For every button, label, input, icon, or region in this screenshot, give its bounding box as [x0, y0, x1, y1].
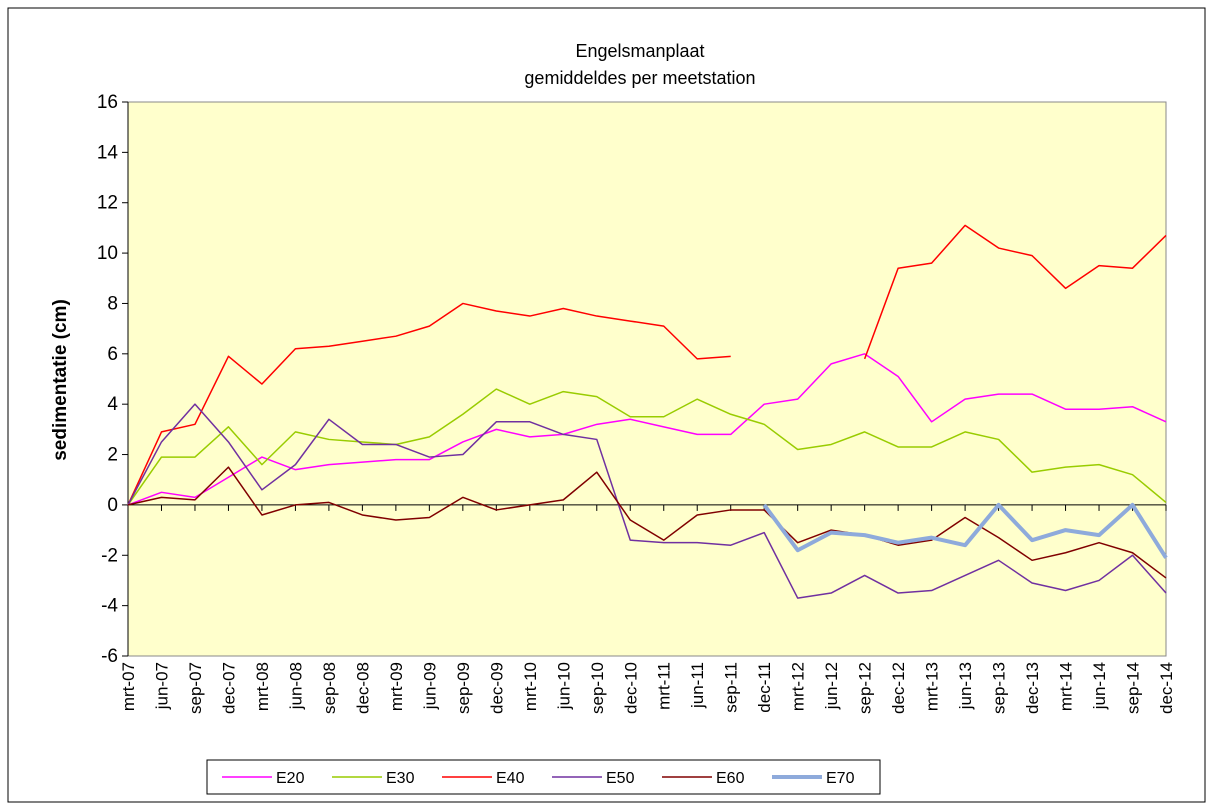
- x-tick-label: jun-13: [956, 662, 975, 710]
- x-tick-label: mrt-12: [789, 662, 808, 711]
- x-tick-label: jun-09: [420, 662, 439, 710]
- x-tick-label: dec-12: [889, 662, 908, 714]
- x-tick-label: sep-12: [856, 662, 875, 714]
- y-tick-label: 4: [107, 394, 118, 415]
- y-tick-label: 8: [107, 293, 118, 314]
- y-tick-label: 2: [107, 445, 118, 466]
- y-axis-label: sedimentatie (cm): [50, 299, 71, 461]
- x-tick-label: dec-09: [487, 662, 506, 714]
- y-tick-label: -2: [101, 545, 118, 566]
- x-tick-label: dec-14: [1157, 662, 1176, 714]
- series-line: [762, 502, 1168, 559]
- y-tick-label: 6: [107, 344, 118, 365]
- x-tick-label: sep-08: [320, 662, 339, 714]
- x-tick-label: mrt-09: [387, 662, 406, 711]
- y-tick-label: 12: [97, 193, 118, 214]
- x-tick-label: jun-12: [822, 662, 841, 710]
- x-tick-label: dec-10: [621, 662, 640, 714]
- x-tick-label: sep-11: [722, 662, 741, 713]
- plot-area: [127, 101, 1167, 657]
- chart-subtitle: gemiddeldes per meetstation: [524, 68, 755, 88]
- series-line: [127, 353, 1167, 506]
- x-tick-label: mrt-07: [119, 662, 138, 711]
- series-line: [127, 224, 1167, 506]
- series-line: [127, 403, 1167, 599]
- x-tick-label: sep-09: [454, 662, 473, 714]
- x-tick-label: mrt-13: [923, 662, 942, 711]
- y-tick-label: 0: [107, 495, 118, 516]
- x-tick-label: sep-07: [186, 662, 205, 714]
- x-tick-label: dec-13: [1023, 662, 1042, 714]
- series-line: [127, 466, 1167, 579]
- x-tick-label: mrt-08: [253, 662, 272, 711]
- x-tick-label: dec-07: [219, 662, 238, 714]
- x-tick-label: jun-08: [286, 662, 305, 710]
- legend-label: E60: [716, 770, 745, 787]
- x-tick-label: mrt-14: [1057, 662, 1076, 711]
- x-tick-label: sep-10: [588, 662, 607, 714]
- x-tick-label: jun-10: [554, 662, 573, 710]
- x-tick-label: sep-13: [990, 662, 1009, 714]
- chart-title: Engelsmanplaat: [575, 41, 704, 61]
- legend-label: E20: [276, 770, 305, 787]
- y-tick-label: -6: [101, 646, 118, 667]
- x-tick-label: jun-11: [688, 662, 707, 709]
- x-tick-label: mrt-10: [521, 662, 540, 711]
- x-tick-label: mrt-11: [655, 662, 674, 710]
- y-tick-label: 14: [97, 142, 119, 163]
- x-tick-label: jun-07: [152, 662, 171, 710]
- legend-label: E50: [606, 770, 635, 787]
- legend-label: E70: [826, 770, 855, 787]
- x-tick-label: sep-14: [1124, 662, 1143, 714]
- y-tick-label: 16: [97, 92, 118, 113]
- x-tick-label: dec-08: [353, 662, 372, 714]
- x-tick-label: jun-14: [1090, 662, 1109, 710]
- y-tick-label: -4: [101, 596, 118, 617]
- legend-box: [206, 759, 881, 795]
- y-tick-label: 10: [97, 243, 118, 264]
- series-line: [127, 388, 1167, 506]
- x-tick-label: dec-11: [755, 662, 774, 713]
- legend-label: E30: [386, 770, 415, 787]
- legend-label: E40: [496, 770, 525, 787]
